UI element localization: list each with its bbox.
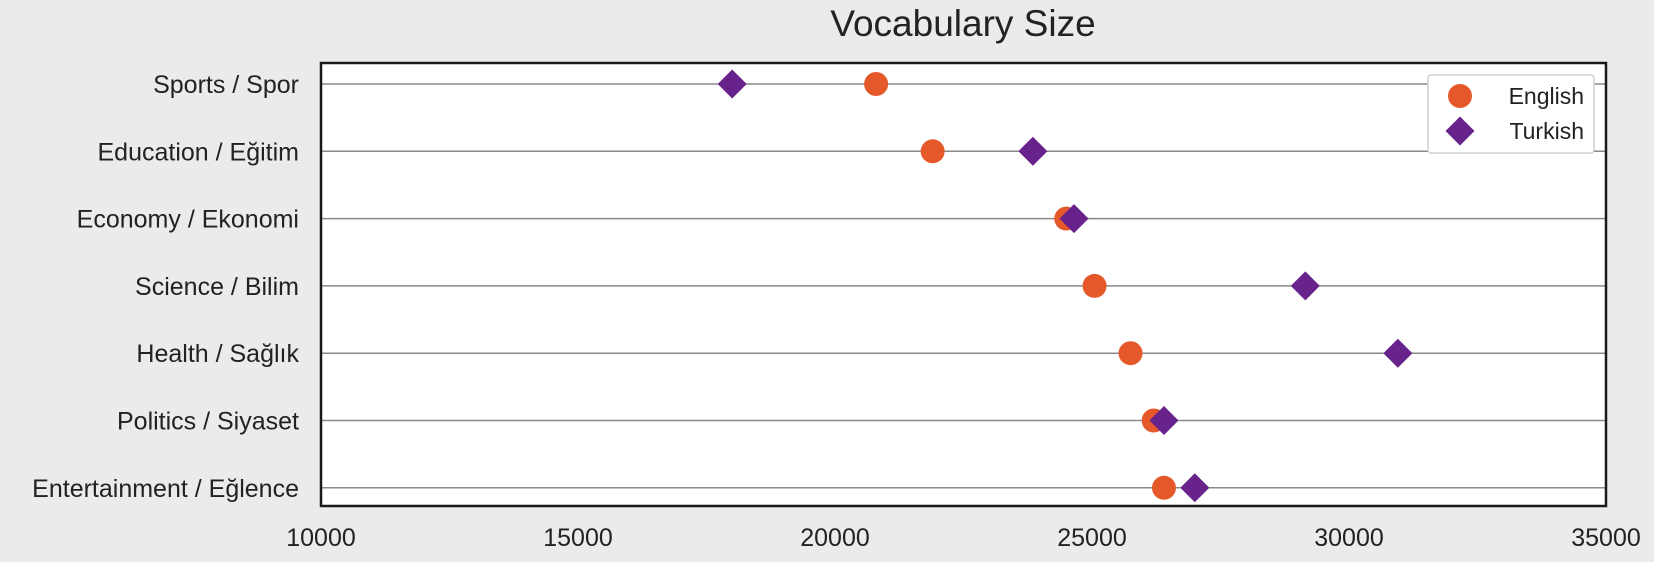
y-tick-label: Entertainment / Eğlence — [32, 475, 299, 503]
turkish-point — [1383, 338, 1413, 368]
gridlines — [321, 83, 1606, 489]
legend-label-english: English — [1509, 83, 1584, 109]
turkish-point — [1059, 204, 1089, 234]
english-point — [1082, 273, 1107, 298]
turkish-point — [1149, 406, 1179, 435]
x-tick-label: 10000 — [286, 524, 356, 552]
y-tick-label: Sports / Spor — [153, 71, 299, 99]
legend: English Turkish — [1427, 74, 1595, 154]
y-tick-label: Health / Sağlık — [136, 340, 299, 368]
x-tick-label: 25000 — [1057, 524, 1127, 552]
x-tick-label: 30000 — [1314, 524, 1384, 552]
plot-area — [321, 63, 1606, 506]
x-tick-label: 15000 — [543, 524, 613, 552]
plot-frame — [319, 61, 1608, 508]
turkish-point — [1290, 271, 1320, 301]
x-tick-label: 35000 — [1571, 524, 1641, 552]
y-tick-label: Politics / Siyaset — [117, 408, 299, 436]
x-tick-label: 20000 — [800, 524, 870, 552]
data-points — [717, 69, 1413, 503]
english-point — [1151, 475, 1176, 500]
turkish-point — [1180, 473, 1210, 503]
english-point — [1118, 341, 1143, 366]
legend-label-turkish: Turkish — [1509, 118, 1584, 144]
english-point — [920, 139, 945, 164]
turkish-point — [717, 69, 747, 99]
y-tick-label: Education / Eğitim — [98, 138, 300, 166]
chart-title: Vocabulary Size — [830, 3, 1095, 44]
legend-marker-turkish — [1445, 116, 1475, 146]
turkish-point — [1018, 136, 1048, 166]
legend-marker-english — [1448, 84, 1472, 108]
x-tick-labels: 10000 15000 20000 25000 30000 35000 — [286, 524, 1641, 552]
y-tick-label: Economy / Ekonomi — [77, 206, 299, 234]
y-tick-label: Science / Bilim — [135, 273, 299, 301]
y-tick-labels: Sports / Spor Education / Eğitim Economy /… — [32, 71, 299, 503]
english-point — [864, 72, 889, 96]
